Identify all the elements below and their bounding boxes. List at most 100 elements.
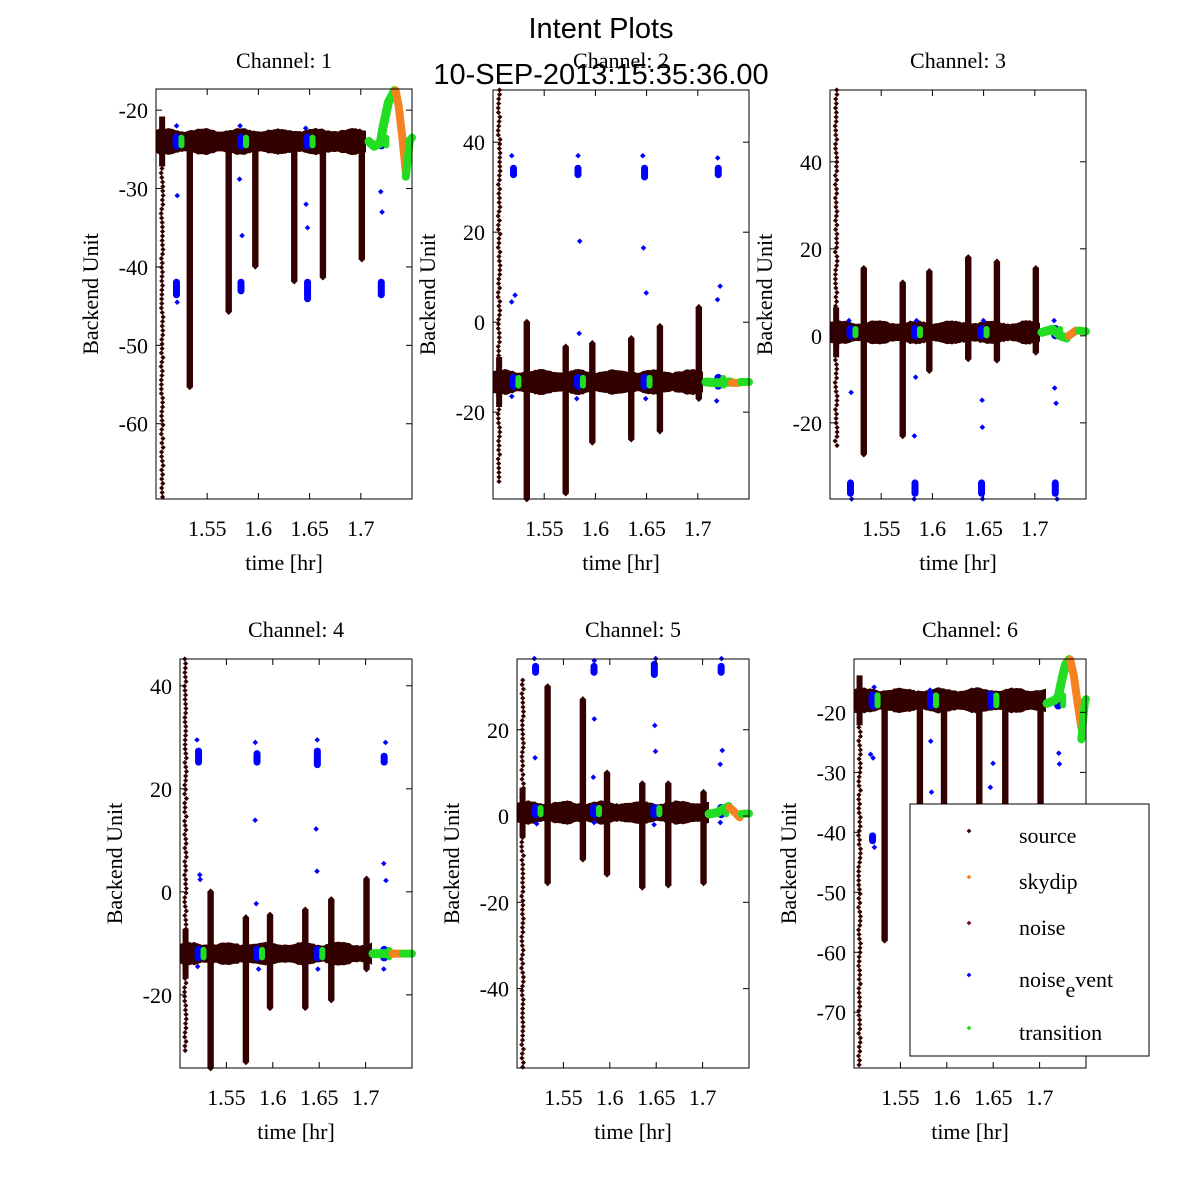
source-point [159,197,165,203]
transition-marker [993,692,1000,709]
noise-event-point [194,737,200,743]
noise-event-point [927,738,934,744]
source-point [857,913,864,919]
x-axis-label: time [hr] [257,1119,335,1144]
source-point [834,168,840,174]
source-spike [603,772,611,875]
source-point [832,271,839,278]
source-point [159,251,166,257]
y-tick-label: -20 [480,890,509,915]
source-point [832,105,839,111]
source-point [183,723,189,730]
noise-event-cluster [253,750,261,766]
source-point [857,940,864,946]
source-point [856,990,862,996]
source-point [856,895,862,901]
source-point [495,132,501,138]
source-point [159,242,166,248]
source-spike-tip [656,322,664,330]
legend-label: noise [1019,915,1065,940]
noise-event-cluster [509,164,517,179]
panel-channel-1: 1.55 1.6 1.65 1.7 -60 -50 -40 -30 -20 Channel: 1 t… [78,48,416,575]
source-spike [832,87,840,449]
y-axis-label: Backend Unit [78,233,103,355]
source-point [519,983,526,989]
source-point [182,1020,189,1027]
panel-title: Channel: 6 [922,617,1018,642]
source-point [182,863,189,869]
source-point [520,695,526,701]
source-point [159,219,165,226]
axes-frame [492,89,750,500]
source-spike-tip [603,769,611,777]
legend-entry: transition [966,1020,1102,1045]
source-point [833,370,839,377]
x-tick-label: 1.55 [881,1085,920,1110]
transition-segment [364,86,400,151]
legend-label: noiseevent [1019,967,1113,1002]
source-point [834,258,840,264]
noise-event-point [255,966,262,972]
source-point [520,974,526,980]
source-spike-tip [899,432,907,440]
source-point [182,998,188,1004]
source-spike-tip [579,855,587,863]
source-point [520,920,526,926]
noise-event-point [640,245,647,251]
source-point [183,849,189,856]
x-tick-label: 1.65 [627,516,666,541]
source-point [159,458,165,464]
panel-channel-3: 1.55 1.6 1.65 1.7 -20 0 20 40 Channel: 3 time [hr… [752,48,1090,575]
source-spike-tip [1001,696,1009,704]
source-series [517,677,709,1070]
source-point [832,303,839,309]
source-point [183,660,189,667]
source-point [856,958,862,964]
source-spike [881,700,888,941]
source-point [183,1025,189,1031]
x-tick-label: 1.6 [919,516,947,541]
x-tick-label: 1.6 [596,1085,624,1110]
source-spike-core [833,307,840,358]
source-point [833,384,839,390]
source-point [496,285,503,291]
source-point [857,909,863,915]
noise-event-band [531,803,540,819]
x-tick-label: 1.7 [352,1085,380,1110]
source-spike-core [496,357,503,408]
source-spike-core [856,675,863,726]
transition-marker [646,374,653,389]
x-tick-label: 1.65 [974,1085,1013,1110]
source-point [520,929,526,935]
noise-event-point [990,760,996,767]
source-spike [639,783,646,888]
noise-event-cluster [869,832,877,845]
noise-event-band [590,803,599,819]
source-spike [916,700,924,821]
source-point [496,339,503,345]
source-spike [855,675,864,1068]
source-point [833,118,839,125]
source-point [520,781,527,787]
transition-segment [1074,326,1090,336]
source-spike [523,322,530,499]
source-point [496,253,502,260]
source-point [856,841,862,847]
source-point [856,783,862,789]
source-point [519,1055,525,1061]
noise-event-point [575,152,581,159]
noise-event-point [1051,317,1057,324]
noise-event-point [717,819,724,826]
noise-event-band [846,324,855,340]
source-point [158,386,164,392]
source-point [833,100,839,107]
source-point [519,839,525,845]
source-point [183,1011,189,1018]
source-point [183,1002,189,1009]
source-point [159,336,165,343]
source-spike-tip [860,450,868,458]
source-point [182,1007,189,1013]
source-point [496,172,503,179]
plot-area [493,87,753,503]
source-spike-tip [627,435,635,443]
